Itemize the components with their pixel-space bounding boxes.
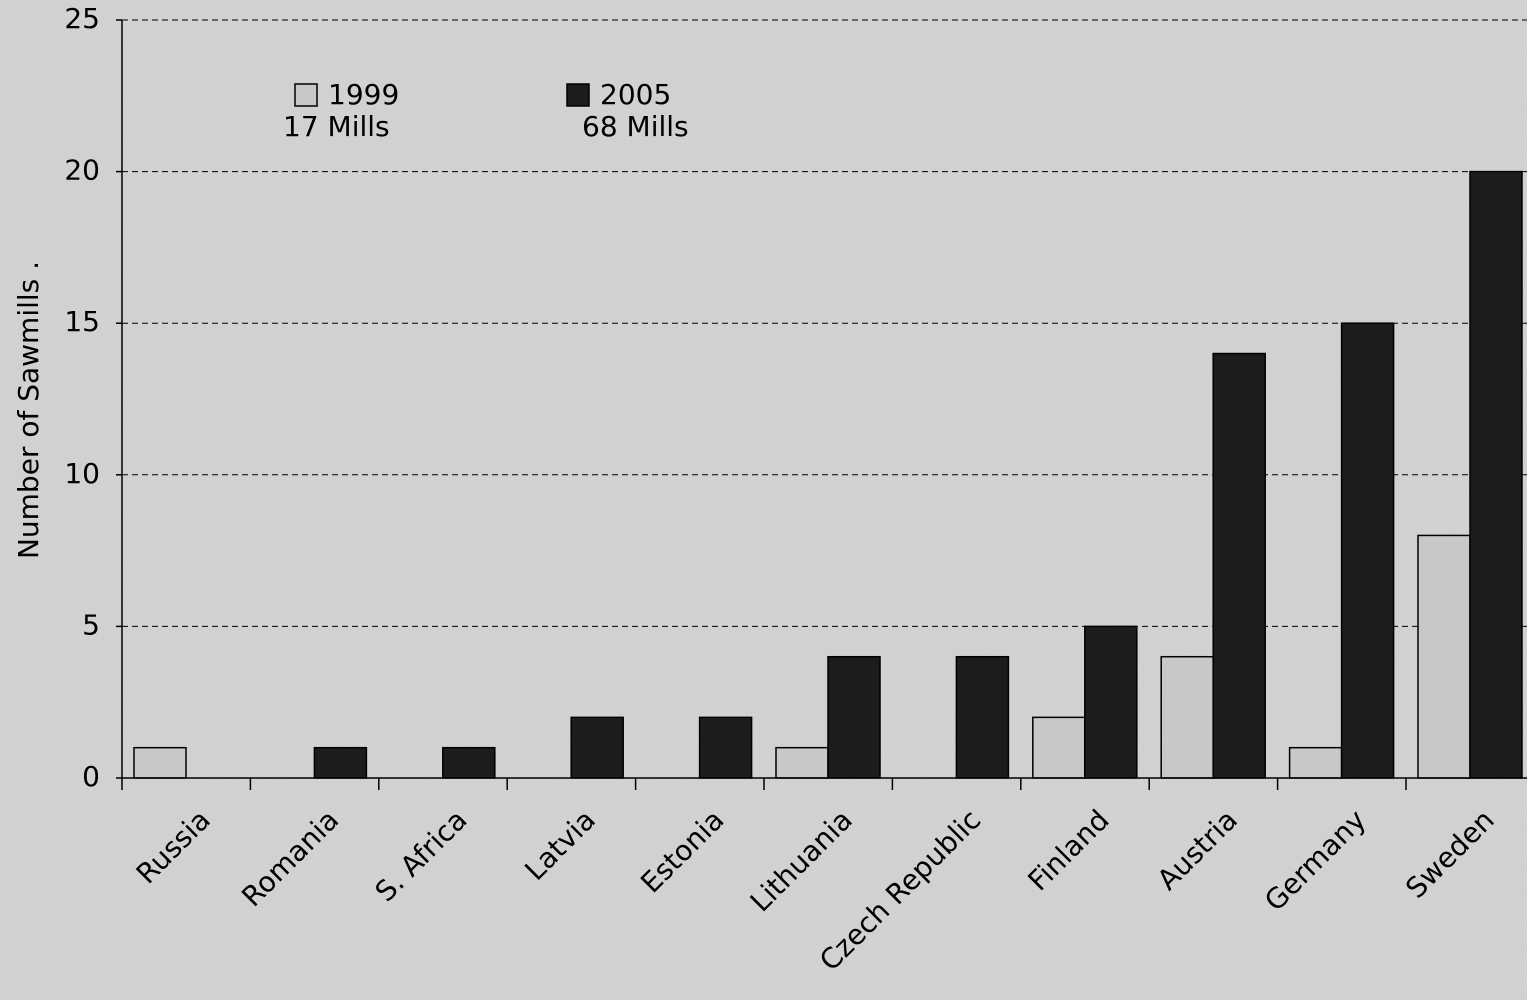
- bar: [775, 746, 829, 779]
- bar: [1288, 746, 1343, 779]
- bar: [570, 716, 624, 779]
- legend-swatch: [294, 83, 318, 107]
- bar: [955, 655, 1010, 779]
- y-tick-label: 15: [64, 305, 100, 338]
- bar: [442, 746, 496, 779]
- y-tick-label: 0: [82, 760, 100, 793]
- bar: [1469, 170, 1523, 779]
- bar: [1212, 352, 1266, 779]
- bar: [827, 655, 881, 779]
- bar: [313, 746, 368, 779]
- bar: [133, 746, 187, 779]
- legend-label: 2005: [600, 78, 671, 111]
- legend-swatch: [566, 83, 590, 107]
- bar: [698, 716, 753, 779]
- y-axis-label: Number of Sawmills .: [12, 261, 45, 559]
- legend-label: 1999: [328, 78, 399, 111]
- legend-annotation: 17 Mills: [283, 110, 390, 143]
- y-tick-label: 20: [64, 154, 100, 187]
- y-tick-label: 5: [82, 608, 100, 641]
- bar: [1417, 534, 1471, 779]
- bar: [1340, 322, 1395, 779]
- bar: [1032, 716, 1086, 779]
- y-tick-label: 25: [64, 2, 100, 35]
- bar: [1160, 655, 1214, 779]
- bar: [1084, 625, 1138, 779]
- legend-annotation: 68 Mills: [582, 110, 689, 143]
- y-tick-label: 10: [64, 457, 100, 490]
